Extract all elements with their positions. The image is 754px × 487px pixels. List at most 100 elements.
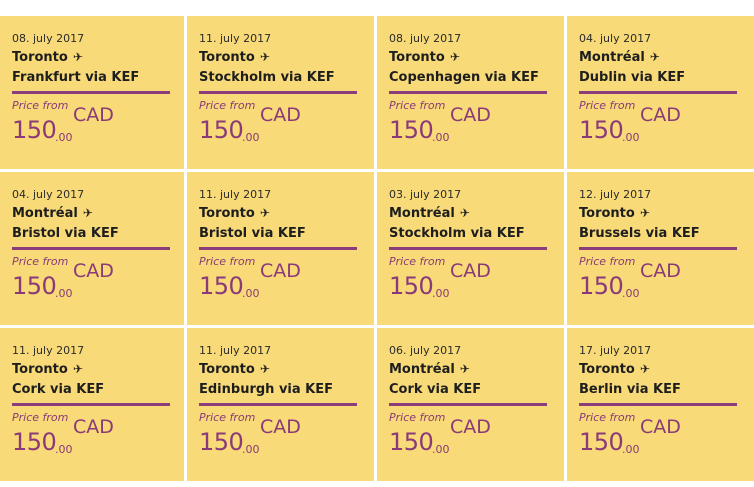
price-amount: 150 [199, 428, 244, 456]
deal-date: 08. july 2017 [389, 32, 462, 45]
price-cents: .00 [242, 443, 260, 456]
deal-date: 17. july 2017 [579, 344, 652, 357]
price: 150 .00 CAD [389, 260, 564, 305]
price-amount: 150 [199, 272, 244, 300]
destination-city: Bristol via KEF [12, 226, 119, 241]
deal-route: Montréal ✈ Bristol via KEF [12, 203, 184, 244]
airplane-icon: ✈ [639, 206, 650, 220]
deal-card[interactable]: 17. july 2017 Toronto ✈ Berlin via KEF Pr… [567, 328, 754, 481]
price-from-label: Price from [12, 411, 69, 424]
price-cents: .00 [432, 287, 450, 300]
price-currency: CAD [640, 104, 681, 126]
deal-date: 11. july 2017 [199, 32, 272, 45]
deal-date: 11. july 2017 [12, 344, 85, 357]
price-cents: .00 [432, 443, 450, 456]
price: 150 .00 CAD [389, 104, 564, 149]
deal-card[interactable]: 06. july 2017 Montréal ✈ Cork via KEF Pri… [377, 328, 564, 481]
origin-city-label: Toronto [12, 50, 68, 65]
price-currency: CAD [450, 104, 491, 126]
airplane-icon: ✈ [639, 362, 650, 376]
divider [579, 91, 737, 94]
destination-city: Stockholm via KEF [199, 70, 335, 85]
origin-city: Toronto ✈ [12, 359, 184, 380]
divider [389, 403, 547, 406]
origin-city: Toronto ✈ [199, 47, 374, 68]
divider [12, 247, 170, 250]
divider [199, 247, 357, 250]
origin-city-label: Toronto [389, 50, 445, 65]
price-amount: 150 [389, 428, 434, 456]
deal-card[interactable]: 12. july 2017 Toronto ✈ Brussels via KEF … [567, 172, 754, 325]
deal-route: Montréal ✈ Cork via KEF [389, 359, 564, 400]
price-from-label: Price from [199, 411, 256, 424]
deal-route: Toronto ✈ Edinburgh via KEF [199, 359, 374, 400]
deal-card[interactable]: 04. july 2017 Montréal ✈ Dublin via KEF P… [567, 16, 754, 169]
price: 150 .00 CAD [199, 416, 374, 461]
deal-card[interactable]: 04. july 2017 Montréal ✈ Bristol via KEF … [0, 172, 184, 325]
divider [12, 91, 170, 94]
origin-city-label: Toronto [579, 206, 635, 221]
origin-city: Montréal ✈ [389, 203, 564, 224]
deal-card[interactable]: 11. july 2017 Toronto ✈ Edinburgh via KEF… [187, 328, 374, 481]
price-cents: .00 [622, 443, 640, 456]
origin-city-label: Toronto [199, 50, 255, 65]
deal-date: 11. july 2017 [199, 188, 272, 201]
price-from-label: Price from [389, 411, 446, 424]
price-currency: CAD [73, 416, 114, 438]
price-currency: CAD [450, 416, 491, 438]
deal-date: 04. july 2017 [12, 188, 85, 201]
price-cents: .00 [622, 287, 640, 300]
price: 150 .00 CAD [199, 104, 374, 149]
origin-city: Toronto ✈ [12, 47, 184, 68]
deal-route: Toronto ✈ Frankfurt via KEF [12, 47, 184, 88]
price-currency: CAD [640, 260, 681, 282]
divider [389, 91, 547, 94]
deal-route: Toronto ✈ Stockholm via KEF [199, 47, 374, 88]
deal-route: Montréal ✈ Stockholm via KEF [389, 203, 564, 244]
deal-card[interactable]: 11. july 2017 Toronto ✈ Bristol via KEF P… [187, 172, 374, 325]
airplane-icon: ✈ [72, 362, 83, 376]
price: 150 .00 CAD [12, 416, 184, 461]
divider [579, 247, 737, 250]
price-cents: .00 [242, 131, 260, 144]
destination-city: Brussels via KEF [579, 226, 700, 241]
airplane-icon: ✈ [82, 206, 93, 220]
price-from-label: Price from [12, 99, 69, 112]
destination-city: Stockholm via KEF [389, 226, 525, 241]
deal-card[interactable]: 08. july 2017 Toronto ✈ Frankfurt via KEF… [0, 16, 184, 169]
airplane-icon: ✈ [259, 362, 270, 376]
origin-city-label: Montréal [389, 362, 455, 377]
price-amount: 150 [389, 272, 434, 300]
airplane-icon: ✈ [72, 50, 83, 64]
destination-city: Cork via KEF [12, 382, 105, 397]
origin-city: Montréal ✈ [12, 203, 184, 224]
destination-city: Cork via KEF [389, 382, 482, 397]
price-currency: CAD [640, 416, 681, 438]
deal-grid: 08. july 2017 Toronto ✈ Frankfurt via KEF… [0, 16, 754, 481]
destination-city: Edinburgh via KEF [199, 382, 334, 397]
price-amount: 150 [389, 116, 434, 144]
origin-city-label: Montréal [12, 206, 78, 221]
price-amount: 150 [579, 116, 624, 144]
price-currency: CAD [73, 104, 114, 126]
price: 150 .00 CAD [579, 416, 754, 461]
origin-city-label: Toronto [12, 362, 68, 377]
deal-card[interactable]: 11. july 2017 Toronto ✈ Stockholm via KEF… [187, 16, 374, 169]
price-amount: 150 [579, 428, 624, 456]
origin-city: Montréal ✈ [389, 359, 564, 380]
price-from-label: Price from [389, 255, 446, 268]
airplane-icon: ✈ [259, 50, 270, 64]
deal-date: 04. july 2017 [579, 32, 652, 45]
destination-city: Berlin via KEF [579, 382, 681, 397]
deal-card[interactable]: 11. july 2017 Toronto ✈ Cork via KEF Pric… [0, 328, 184, 481]
price-currency: CAD [450, 260, 491, 282]
deal-route: Toronto ✈ Copenhagen via KEF [389, 47, 564, 88]
origin-city: Toronto ✈ [579, 359, 754, 380]
deal-card[interactable]: 08. july 2017 Toronto ✈ Copenhagen via KE… [377, 16, 564, 169]
deal-card[interactable]: 03. july 2017 Montréal ✈ Stockholm via KE… [377, 172, 564, 325]
price: 150 .00 CAD [12, 104, 184, 149]
price-from-label: Price from [12, 255, 69, 268]
origin-city-label: Montréal [389, 206, 455, 221]
origin-city: Toronto ✈ [199, 203, 374, 224]
price-from-label: Price from [199, 255, 256, 268]
